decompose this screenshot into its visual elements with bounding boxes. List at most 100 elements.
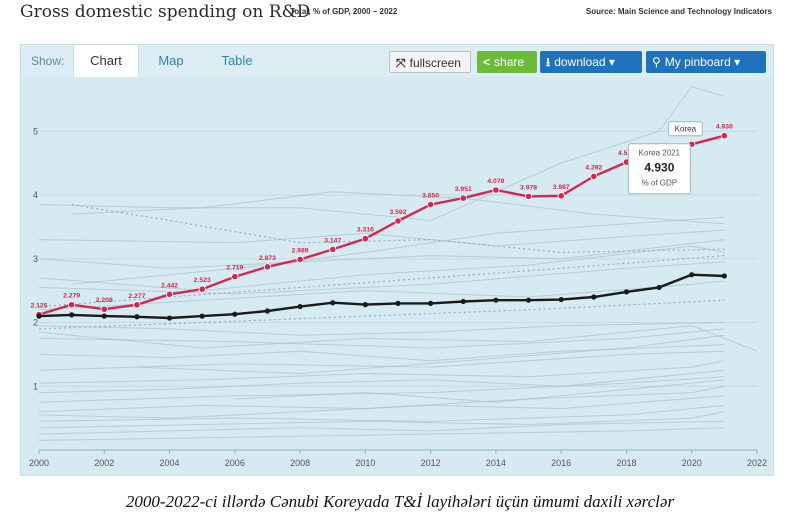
background-series-line <box>38 420 725 435</box>
korea-series-line <box>38 134 725 316</box>
tooltip-unit: % of GDP <box>642 179 678 188</box>
korea-data-point <box>590 172 598 180</box>
korea-data-label: 2.125 <box>30 303 47 310</box>
benchmark-data-point <box>656 284 662 291</box>
background-series-line <box>71 216 725 285</box>
fullscreen-label: fullscreen <box>409 56 461 70</box>
benchmark-data-point <box>166 315 173 321</box>
background-series-line <box>38 360 725 384</box>
korea-data-point <box>100 305 108 313</box>
axes: 1 2 3 4 5 2000 2002 2004 2006 2008 2010 2012 2014 201… <box>29 126 767 468</box>
average-series-line <box>38 255 725 308</box>
benchmark-data-point <box>721 273 727 279</box>
background-series-line <box>38 427 725 441</box>
korea-data-point <box>198 285 206 293</box>
share-icon: < <box>483 55 491 69</box>
line-chart: 2.125 2.279 2.208 2.277 2.442 2.523 2.719 2.873… <box>29 86 767 468</box>
fullscreen-icon: ⤧ <box>396 56 406 70</box>
tab-map[interactable]: Map <box>158 53 184 68</box>
korea-data-label: 4.930 <box>716 124 733 131</box>
korea-data-label: 3.987 <box>553 184 570 191</box>
chart-subtitle: Total, % of GDP, 2000 – 2022 <box>290 7 398 16</box>
korea-data-point <box>720 132 728 140</box>
y-tick-label: 3 <box>33 254 38 264</box>
korea-data-label: 4.292 <box>585 164 602 171</box>
pinboard-button[interactable]: ⚲ My pinboard ▾ <box>646 51 766 73</box>
korea-data-label: 2.989 <box>292 247 309 254</box>
show-label: Show: <box>31 54 65 68</box>
share-button[interactable]: < share <box>477 51 537 73</box>
korea-data-point <box>296 255 304 264</box>
pinboard-label: My pinboard ▾ <box>664 55 741 69</box>
korea-data-label: 4.516 <box>618 150 635 157</box>
benchmark-data-point <box>493 297 499 303</box>
download-label: download ▾ <box>554 55 615 69</box>
source-note: Source: Main Science and Technology Indi… <box>585 7 772 16</box>
benchmark-series-line <box>38 273 725 320</box>
korea-data-point <box>361 235 369 243</box>
y-tick-label: 4 <box>33 190 38 200</box>
background-series-line <box>38 369 725 394</box>
background-series-line <box>38 280 725 311</box>
x-tick-label: 2002 <box>94 458 114 468</box>
benchmark-data-point <box>591 294 597 300</box>
fullscreen-button[interactable]: ⤧ fullscreen <box>389 51 471 73</box>
background-series-line <box>38 328 725 349</box>
tab-chart[interactable]: Chart <box>73 45 139 77</box>
series-name-label: Korea <box>675 125 697 134</box>
korea-data-point <box>459 194 467 202</box>
background-series-line <box>38 239 725 269</box>
korea-data-label: 2.208 <box>96 297 113 304</box>
y-tick-label: 2 <box>33 318 38 328</box>
background-series-line <box>38 411 725 429</box>
x-tick-label: 2004 <box>160 458 180 468</box>
chart-header: Gross domestic spending on R&D Total, % … <box>0 0 800 28</box>
korea-data-point <box>492 186 500 194</box>
background-series-line <box>38 322 725 336</box>
x-tick-label: 2010 <box>355 458 375 468</box>
chart-title: Gross domestic spending on R&D <box>20 2 311 22</box>
background-series-line <box>136 334 725 375</box>
background-series-line <box>38 325 758 352</box>
benchmark-data-point <box>264 308 271 314</box>
x-tick-label: 2014 <box>486 458 506 468</box>
y-tick-label: 5 <box>33 126 38 136</box>
korea-data-point <box>165 290 174 298</box>
background-series-line <box>38 245 725 292</box>
benchmark-data-point <box>330 300 336 306</box>
korea-data-label: 2.523 <box>194 277 211 284</box>
benchmark-data-point <box>199 313 205 319</box>
benchmark-data-point <box>362 302 368 308</box>
benchmark-data-point <box>623 289 630 295</box>
tooltip-period: Korea 2021 <box>639 149 681 158</box>
benchmark-data-point <box>525 297 532 303</box>
korea-data-label: 3.316 <box>357 227 374 234</box>
korea-data-point <box>133 301 141 309</box>
korea-data-label: 3.978 <box>520 184 537 191</box>
x-tick-label: 2016 <box>551 458 571 468</box>
background-series-line <box>38 395 725 419</box>
korea-data-point <box>68 301 76 309</box>
korea-data-label: 3.951 <box>455 186 472 193</box>
download-icon: ⭳ <box>546 55 551 69</box>
y-tick-label: 1 <box>33 381 38 391</box>
benchmark-data-point <box>460 298 466 305</box>
x-tick-label: 2000 <box>29 458 49 468</box>
tooltip: Korea Korea 2021 4.930 % of GDP <box>627 121 703 195</box>
benchmark-data-point <box>428 300 434 306</box>
benchmark-data-point <box>297 303 303 310</box>
background-series-line <box>38 376 725 403</box>
download-button[interactable]: ⭳ download ▾ <box>540 51 642 73</box>
benchmark-data-point <box>232 311 238 317</box>
tab-table[interactable]: Table <box>221 53 253 68</box>
figure-caption: 2000-2022-ci illərdə Cənubi Koreyada T&İ… <box>125 492 675 511</box>
korea-data-point <box>557 192 565 200</box>
series-name-box <box>667 121 703 137</box>
korea-data-label: 2.873 <box>259 255 276 262</box>
background-series-line <box>234 379 725 403</box>
benchmark-data-point <box>101 313 107 319</box>
background-series-line <box>38 229 725 247</box>
benchmark-data-point <box>36 313 42 319</box>
x-tick-label: 2012 <box>421 458 441 468</box>
benchmark-data-point <box>395 300 401 306</box>
